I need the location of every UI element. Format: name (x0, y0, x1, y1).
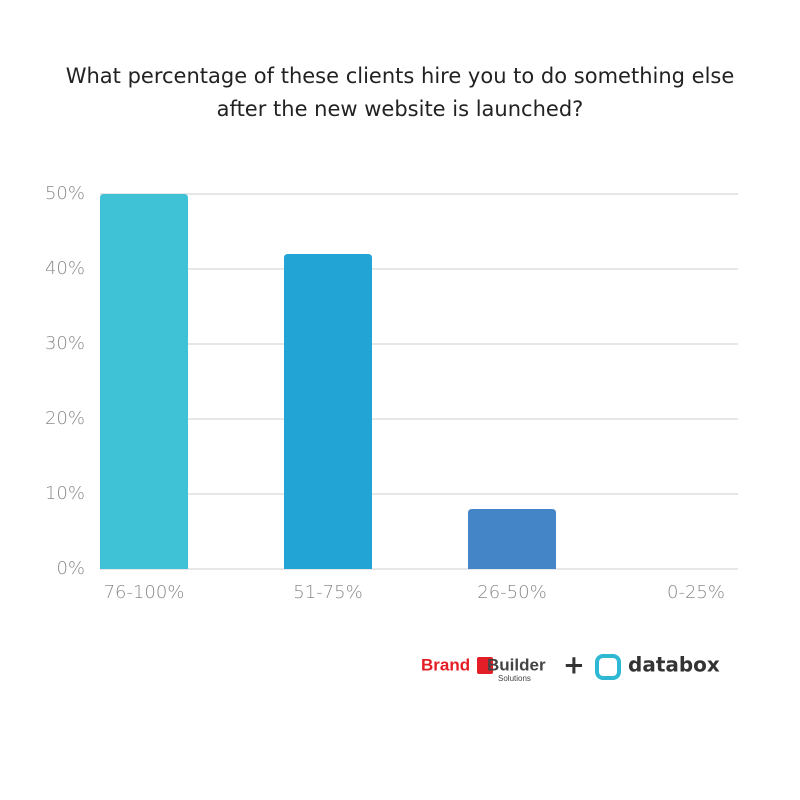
databox-icon (595, 654, 621, 680)
databox-text: databox (628, 653, 720, 677)
x-tick-label: 26-50% (477, 582, 546, 603)
y-tick-label: 40% (45, 258, 85, 279)
brand-icon (477, 657, 493, 674)
brand-text: Brand (421, 655, 470, 674)
y-tick-label: 50% (45, 183, 85, 204)
bar (468, 509, 556, 569)
y-tick-label: 10% (45, 483, 85, 504)
x-tick-label: 0-25% (667, 582, 725, 603)
solutions-text: Solutions (498, 674, 531, 683)
plus: + (563, 651, 585, 681)
chart-title: What percentage of these clients hire yo… (65, 64, 735, 121)
bar (100, 194, 188, 569)
y-tick-label: 20% (45, 408, 85, 429)
y-tick-label: 30% (45, 333, 85, 354)
x-tick-label: 51-75% (293, 582, 362, 603)
builder-text: Builder (487, 655, 546, 674)
branding: Brand Builder Solutions + databox (421, 651, 720, 684)
y-tick-label: 0% (56, 558, 85, 579)
bar (284, 254, 372, 569)
x-tick-label: 76-100% (104, 582, 185, 603)
